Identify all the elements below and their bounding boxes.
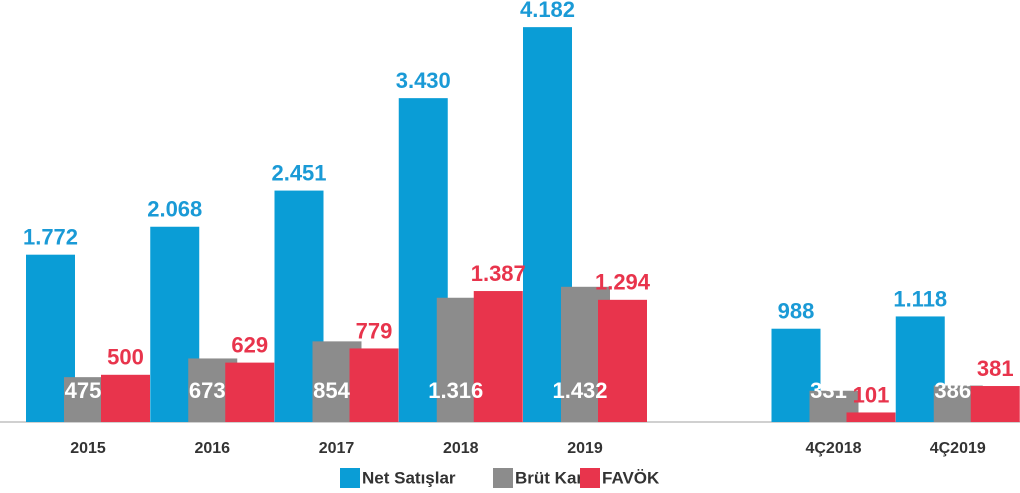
value-label: 1.432: [552, 378, 607, 403]
x-tick-label: 4Ç2018: [805, 440, 861, 457]
x-tick-label: 2015: [70, 440, 106, 457]
legend-swatch: [493, 468, 513, 488]
value-label: 2.451: [271, 160, 326, 185]
value-label: 3.430: [396, 68, 451, 93]
x-tick-label: 2019: [567, 440, 603, 457]
value-label: 2.068: [147, 197, 202, 222]
legend-label: Brüt Kar: [515, 468, 583, 487]
x-tick-label: 4Ç2019: [930, 440, 986, 457]
value-label: 101: [853, 382, 890, 407]
legend-label: Net Satışlar: [362, 468, 456, 487]
value-label: 1.118: [893, 286, 947, 311]
bar: [970, 386, 1020, 422]
value-label: 331: [810, 378, 847, 403]
bar: [846, 412, 896, 422]
x-tick-label: 2017: [319, 440, 355, 457]
value-label: 500: [107, 345, 144, 370]
value-label: 386: [934, 378, 971, 403]
value-label: 1.316: [428, 378, 483, 403]
value-label: 475: [65, 378, 102, 403]
value-label: 779: [356, 318, 393, 343]
value-label: 988: [778, 299, 815, 324]
value-label: 629: [231, 332, 268, 357]
bar: [473, 291, 523, 422]
value-label: 854: [313, 378, 350, 403]
legend-label: FAVÖK: [602, 468, 660, 487]
value-label: 4.182: [520, 0, 575, 22]
x-tick-label: 2018: [443, 440, 479, 457]
legend-swatch: [340, 468, 360, 488]
bar: [349, 348, 399, 422]
value-label: 381: [977, 356, 1014, 381]
legend-swatch: [580, 468, 600, 488]
value-label: 1.387: [471, 261, 526, 286]
value-label: 1.772: [23, 225, 78, 250]
bar: [225, 362, 275, 422]
value-label: 1.294: [595, 270, 651, 295]
bar: [101, 374, 150, 422]
value-label: 673: [189, 378, 226, 403]
bar: [598, 299, 647, 422]
x-tick-label: 2016: [194, 440, 230, 457]
